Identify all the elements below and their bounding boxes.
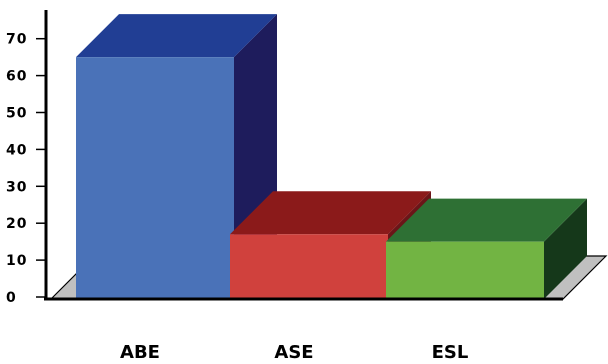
bar-front-face: [386, 241, 544, 299]
bar-front-face: [76, 57, 234, 300]
y-tick-label: 50: [6, 106, 27, 122]
x-category-label: ABE: [120, 342, 160, 363]
bar-top-face: [76, 14, 277, 58]
y-tick-label: 10: [6, 253, 27, 269]
y-tick-label: 20: [6, 216, 27, 232]
y-tick-label: 30: [6, 179, 27, 195]
y-tick-label: 70: [6, 32, 27, 48]
y-tick-label: 0: [6, 290, 17, 306]
x-category-label: ESL: [432, 342, 469, 363]
y-tick-label: 40: [6, 142, 27, 158]
x-category-label: ASE: [274, 342, 313, 363]
bar-side-face: [544, 198, 587, 299]
bar-esl: [386, 198, 587, 299]
bar-top-face: [386, 198, 587, 242]
bar-front-face: [230, 234, 388, 299]
y-tick-label: 60: [6, 69, 27, 85]
bar-top-face: [230, 191, 431, 235]
